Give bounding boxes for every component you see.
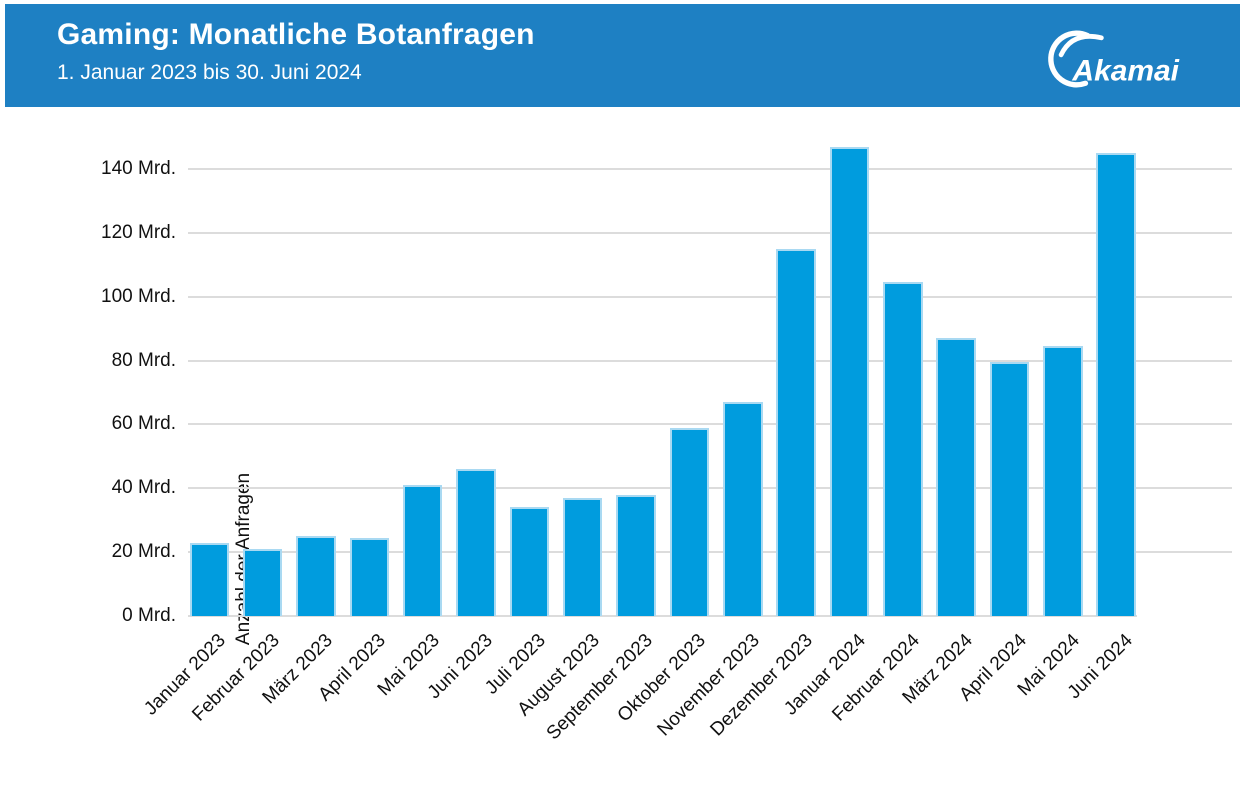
bar-September 2023 bbox=[616, 494, 656, 616]
bar-Juni 2024 bbox=[1096, 153, 1136, 616]
bar-Juni 2023 bbox=[456, 469, 496, 616]
gridline-40 bbox=[188, 487, 1232, 490]
bar-Oktober 2023 bbox=[669, 427, 710, 616]
plot-area: Anzahl der Anfragen 0 Mrd.20 Mrd.40 Mrd.… bbox=[101, 146, 1232, 744]
bar-März 2023 bbox=[296, 536, 336, 616]
y-tick-label: 100 Mrd. bbox=[101, 285, 176, 307]
gridline-140 bbox=[188, 168, 1232, 170]
y-tick-label: 80 Mrd. bbox=[111, 349, 176, 371]
gridline-120 bbox=[188, 231, 1232, 234]
bar-Februar 2024 bbox=[883, 282, 923, 616]
bar-Januar 2023 bbox=[189, 542, 229, 616]
bar-Januar 2024 bbox=[829, 146, 870, 616]
gridline-0 bbox=[188, 615, 1137, 617]
akamai-logo: Akamai bbox=[1046, 28, 1196, 90]
gridline-80 bbox=[188, 359, 1232, 362]
bar-Mai 2024 bbox=[1043, 346, 1083, 616]
chart-title: Gaming: Monatliche Botanfragen bbox=[57, 18, 535, 51]
gridline-20 bbox=[188, 551, 1232, 554]
y-tick-label: 120 Mrd. bbox=[101, 221, 176, 243]
y-tick-label: 40 Mrd. bbox=[111, 477, 176, 499]
akamai-swoosh-outer-icon bbox=[1048, 30, 1091, 88]
chart-subtitle: 1. Januar 2023 bis 30. Juni 2024 bbox=[57, 61, 362, 84]
bar-Mai 2023 bbox=[402, 485, 443, 616]
akamai-logo-text: Akamai bbox=[1071, 55, 1179, 88]
bar-November 2023 bbox=[723, 402, 763, 616]
y-tick-label: 60 Mrd. bbox=[111, 413, 176, 435]
y-tick-label: 0 Mrd. bbox=[122, 605, 176, 626]
gridline-60 bbox=[188, 423, 1232, 426]
report-header: Gaming: Monatliche Botanfragen 1. Januar… bbox=[5, 4, 1240, 107]
y-tick-label: 20 Mrd. bbox=[111, 541, 176, 563]
bar-Dezember 2023 bbox=[776, 248, 816, 616]
gridline-100 bbox=[188, 295, 1232, 298]
y-tick-label: 140 Mrd. bbox=[101, 158, 176, 179]
bar-März 2024 bbox=[936, 338, 976, 616]
akamai-swoosh-inner-icon bbox=[1058, 33, 1104, 58]
bar-Juli 2023 bbox=[509, 507, 550, 616]
bar-April 2024 bbox=[989, 362, 1030, 616]
bar-August 2023 bbox=[562, 497, 603, 616]
bar-April 2023 bbox=[349, 537, 390, 616]
bar-Februar 2023 bbox=[242, 548, 283, 616]
akamai-logo-graphic: Akamai bbox=[1048, 30, 1180, 88]
